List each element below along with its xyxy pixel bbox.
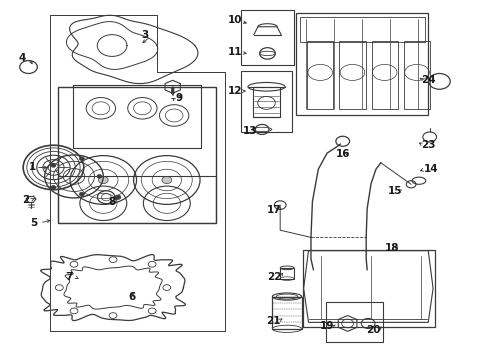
Bar	[73, 85, 201, 148]
Bar	[371, 41, 398, 109]
Bar	[253, 87, 280, 117]
Text: 22: 22	[267, 272, 282, 282]
Text: 1: 1	[29, 162, 36, 172]
Bar	[58, 176, 216, 223]
Text: 8: 8	[108, 197, 116, 207]
Circle shape	[162, 176, 172, 184]
Text: 4: 4	[19, 53, 26, 63]
Text: 24: 24	[421, 75, 436, 85]
Text: 14: 14	[423, 164, 438, 174]
Bar	[307, 41, 333, 109]
Text: 17: 17	[267, 206, 282, 216]
Text: 2: 2	[23, 195, 30, 205]
Text: 18: 18	[384, 243, 399, 253]
Circle shape	[51, 164, 56, 167]
Text: 21: 21	[266, 316, 281, 325]
Bar	[404, 41, 430, 109]
Circle shape	[171, 88, 174, 90]
Circle shape	[98, 176, 108, 184]
Bar	[300, 17, 425, 42]
Text: 13: 13	[243, 126, 257, 135]
Text: 11: 11	[228, 46, 243, 57]
Bar	[241, 71, 293, 132]
Bar	[303, 250, 435, 327]
Text: 10: 10	[228, 15, 243, 26]
Circle shape	[51, 186, 56, 189]
Circle shape	[79, 157, 84, 161]
Circle shape	[97, 175, 102, 178]
Bar	[58, 87, 216, 223]
Text: 23: 23	[421, 140, 436, 150]
Text: 6: 6	[128, 292, 135, 302]
Bar	[241, 10, 294, 65]
Circle shape	[115, 195, 121, 199]
Bar	[326, 302, 383, 342]
Text: 3: 3	[141, 30, 148, 40]
Circle shape	[79, 192, 84, 196]
Text: 20: 20	[366, 325, 380, 335]
Text: 7: 7	[65, 272, 73, 282]
Circle shape	[171, 92, 174, 94]
Text: 15: 15	[388, 186, 403, 197]
Text: 12: 12	[228, 86, 243, 96]
Text: 5: 5	[30, 218, 38, 228]
Bar	[272, 297, 302, 329]
Text: 16: 16	[336, 149, 350, 159]
Bar	[339, 41, 366, 109]
Text: 19: 19	[320, 321, 334, 331]
Text: 9: 9	[175, 93, 183, 103]
Bar	[296, 13, 428, 116]
Bar	[280, 268, 294, 279]
Circle shape	[171, 90, 174, 92]
